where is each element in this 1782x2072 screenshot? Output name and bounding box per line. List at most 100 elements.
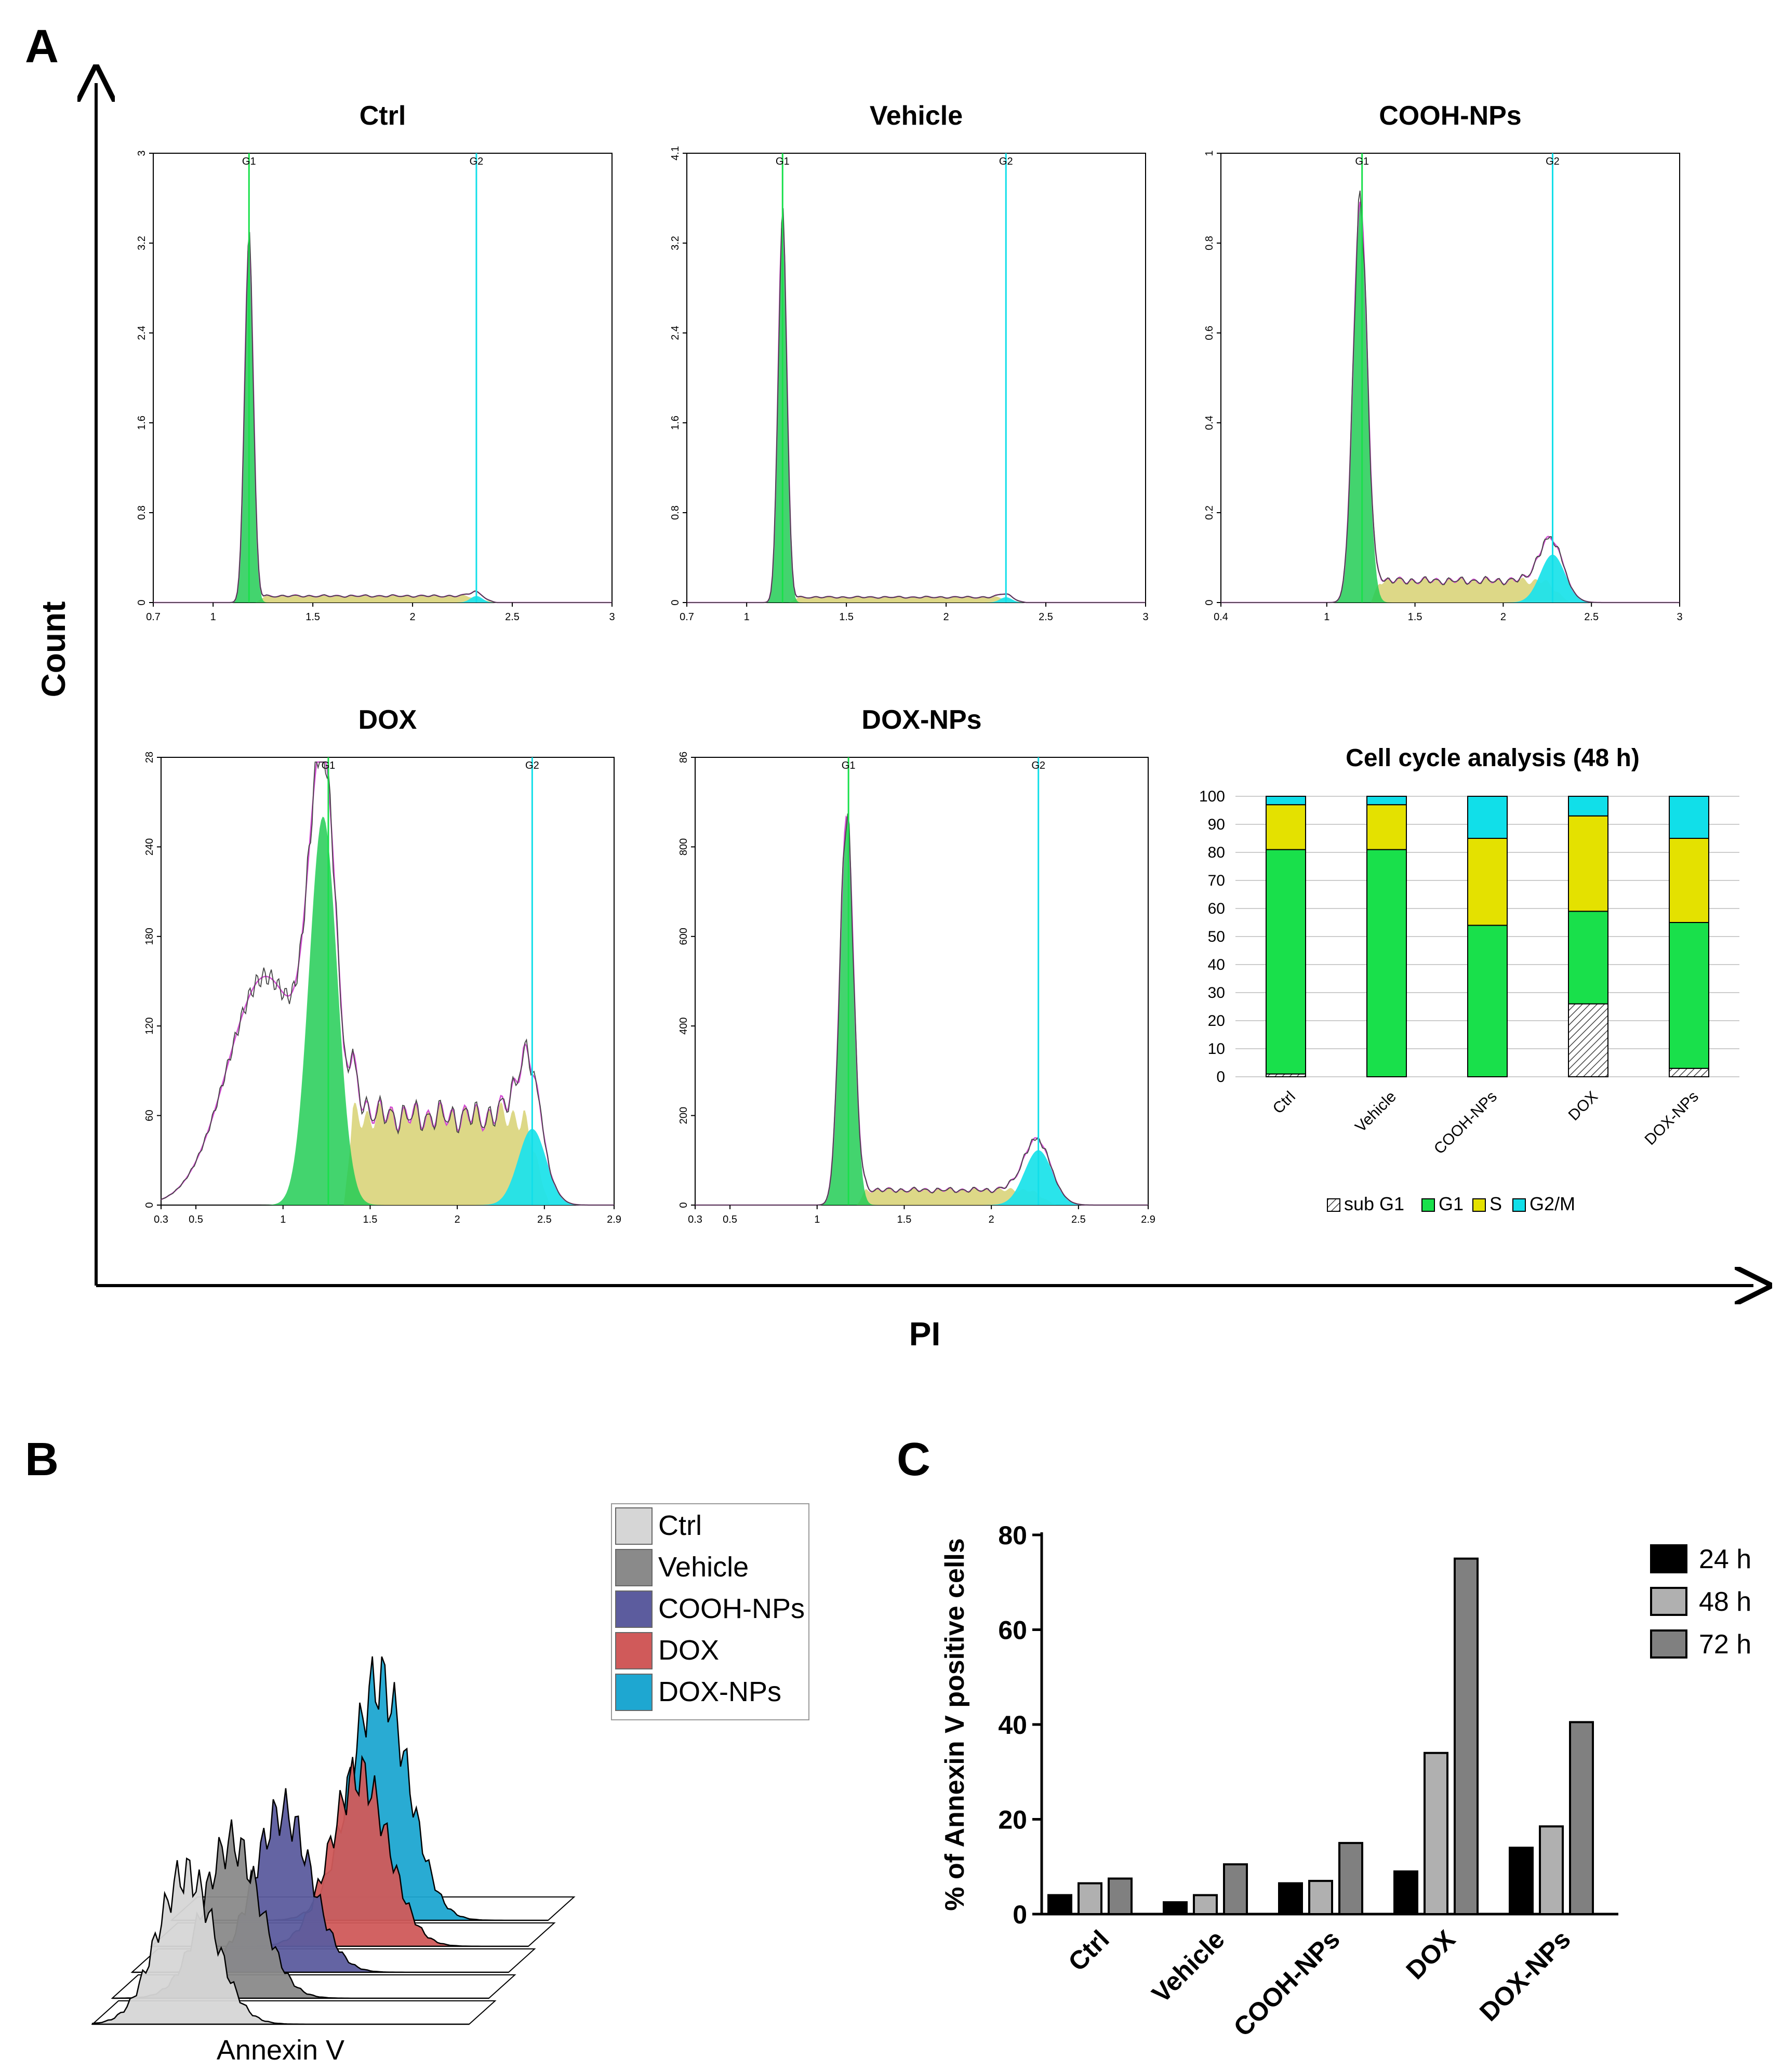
cell-cycle-bar-dox-nps-g1: [1669, 922, 1709, 1069]
vehicle-x-tick-label: 2.5: [1039, 611, 1053, 623]
dox-nps-g2-peak: [695, 1150, 1148, 1205]
ctrl-y-tick-label: 2.4: [136, 326, 148, 340]
cell-cycle-chart: Cell cycle analysis (48 h) 0 10 20 30 40 50 60 7…: [1199, 744, 1739, 1214]
ctrl-x-tick-label: 3: [609, 611, 615, 623]
cooh-nps-gate-g2-label: G2: [1546, 156, 1560, 167]
cooh-nps-y-tick-label: 0: [1204, 599, 1215, 605]
annexin-bar-x-tick-label: Ctrl: [1062, 1924, 1114, 1976]
vehicle-y-tick-label: 2.4: [670, 326, 681, 340]
vehicle-g1-peak: [687, 223, 1146, 603]
dox-nps-raw-curve: [695, 813, 1148, 1206]
cooh-nps-g2-peak: [1221, 554, 1680, 603]
cell-cycle-x-tick-label: COOH-NPs: [1431, 1088, 1500, 1158]
overlay-legend-swatch-vehicle: [615, 1549, 653, 1586]
dox-x-tick-label: 0.3: [154, 1214, 168, 1225]
cell-cycle-x-tick-label: Ctrl: [1270, 1088, 1299, 1117]
ctrl-gate-g2-label: G2: [470, 156, 484, 167]
cooh-nps-y-tick-label: 1: [1204, 150, 1215, 156]
dox-x-tick-label: 2: [455, 1214, 460, 1225]
cell-cycle-legend-swatch-s: [1472, 1198, 1486, 1212]
cooh-nps-gate-g1-label: G1: [1355, 156, 1369, 167]
annexin-bar-legend-label-48-h: 48 h: [1699, 1587, 1751, 1617]
annexin-bar-y-tick-label: 20: [998, 1806, 1027, 1835]
dox-nps-y-tick-label: 0: [678, 1202, 689, 1208]
cell-cycle-y-tick-label: 60: [1208, 900, 1225, 917]
ctrl-x-tick-label: 1: [210, 611, 216, 623]
overlay-legend-swatch-dox: [615, 1632, 653, 1669]
cell-cycle-bar-dox-nps-g2-m: [1669, 796, 1709, 839]
cell-cycle-bar-vehicle-g2-m: [1366, 796, 1407, 806]
vehicle-raw-curve: [687, 208, 1146, 603]
ctrl-y-tick-label: 0.8: [136, 505, 148, 520]
cell-cycle-bar-cooh-nps-g1: [1467, 925, 1508, 1078]
dox-x-tick-label: 2.9: [607, 1214, 621, 1225]
dox-y-tick-label: 120: [144, 1018, 155, 1035]
dox-y-tick-label: 0: [144, 1202, 155, 1208]
overlay-legend-swatch-dox-nps: [615, 1674, 653, 1711]
vehicle-y-tick-label: 1.6: [670, 416, 681, 430]
cell-cycle-bar-cooh-nps-g2-m: [1467, 796, 1508, 839]
annexin-bar-dox-72-h: [1454, 1557, 1479, 1915]
annexin-bar-legend-swatch-48-h: [1650, 1587, 1687, 1616]
dox-x-tick-label: 1: [280, 1214, 286, 1225]
ctrl-s-phase-area: [153, 595, 612, 603]
dox-nps-g1-peak: [695, 817, 1148, 1205]
dox-nps-frame: [695, 757, 1149, 1206]
cell-cycle-y-tick-label: 50: [1208, 928, 1225, 945]
cooh-nps-x-tick-label: 2.5: [1584, 611, 1599, 623]
dox-raw-curve: [161, 761, 614, 1206]
dox-x-tick-label: 0.5: [189, 1214, 203, 1225]
dox-nps-x-tick-label: 2: [989, 1214, 994, 1225]
histogram-cooh-nps: COOH-NPs G1 G2 0.4 1 1.5 2 2.5 3 0 0.2 0.4 0.6 0.8 1: [1204, 101, 1683, 623]
dox-nps-x-tick-label: 0.3: [688, 1214, 702, 1225]
ctrl-fit-curve: [153, 246, 612, 604]
dox-y-tick-label: 180: [144, 928, 155, 945]
ctrl-y-tick-label: 1.6: [136, 416, 148, 430]
cooh-nps-y-tick-label: 0.2: [1204, 505, 1215, 520]
cooh-nps-g1-peak: [1221, 202, 1680, 603]
cooh-nps-s-phase-area: [1221, 577, 1680, 603]
cell-cycle-y-tick-label: 20: [1208, 1012, 1225, 1030]
overlay-histogram-ctrl: [91, 1857, 469, 2025]
histogram-ctrl: Ctrl G1 G2 0.7 1 1.5 2 2.5 3 0 0.8 1.6 2.4 3.2 3: [136, 101, 615, 623]
annexin-bar-cooh-nps-72-h: [1338, 1842, 1363, 1915]
dox-nps-y-tick-label: 86: [678, 752, 689, 763]
dox-nps-x-tick-label: 1: [814, 1214, 820, 1225]
dox-y-tick-label: 28: [144, 752, 155, 763]
vehicle-fit-curve: [687, 223, 1146, 604]
overlay-legend-label-ctrl: Ctrl: [658, 1510, 702, 1541]
cooh-nps-y-tick-label: 0.6: [1204, 326, 1215, 340]
ctrl-y-tick-label: 3.2: [136, 236, 148, 250]
dox-nps-y-tick-label: 200: [678, 1107, 689, 1124]
cell-cycle-bar-dox-sub-g1: [1568, 1003, 1608, 1077]
annexin-bar-ctrl-48-h: [1078, 1882, 1102, 1915]
annexin-bar-dox-24-h: [1393, 1870, 1418, 1915]
dox-gate-g2-label: G2: [525, 760, 539, 771]
cell-cycle-legend-label-g2-m: G2/M: [1530, 1193, 1575, 1214]
dox-nps-x-tick-label: 2.9: [1141, 1214, 1155, 1225]
dox-nps-gate-g1-label: G1: [842, 760, 856, 771]
cell-cycle-y-tick-label: 100: [1199, 788, 1225, 805]
cell-cycle-bar-ctrl-g1: [1266, 849, 1306, 1075]
vehicle-x-tick-label: 1: [744, 611, 750, 623]
annexin-bar-ctrl-24-h: [1047, 1894, 1072, 1915]
ctrl-gate-g1-label: G1: [242, 156, 256, 167]
cell-cycle-y-tick-label: 0: [1216, 1068, 1225, 1086]
annexin-bar-x-tick-label: DOX: [1401, 1924, 1461, 1985]
ctrl-raw-curve: [153, 232, 612, 603]
dox-s-phase-area: [161, 1102, 614, 1205]
cell-cycle-y-tick-label: 70: [1208, 872, 1225, 889]
cell-cycle-y-tick-label: 30: [1208, 984, 1225, 1001]
cell-cycle-bar-dox-nps-s: [1669, 838, 1709, 923]
ctrl-x-tick-label: 2.5: [505, 611, 520, 623]
overlay-legend-swatch-ctrl: [615, 1507, 653, 1545]
ctrl-x-tick-label: 2: [410, 611, 416, 623]
panel-a-y-label: Count: [35, 601, 72, 698]
annexin-bar-y-tick-label: 80: [998, 1521, 1027, 1550]
cell-cycle-y-tick-label: 40: [1208, 956, 1225, 973]
panel-label-b: B: [25, 1434, 59, 1486]
dox-nps-x-tick-label: 0.5: [723, 1214, 737, 1225]
histogram-vehicle: Vehicle G1 G2 0.7 1 1.5 2 2.5 3 0 0.8 1.6 2.4 3.2 4.1: [670, 101, 1149, 623]
cooh-nps-y-tick-label: 0.4: [1204, 416, 1215, 430]
